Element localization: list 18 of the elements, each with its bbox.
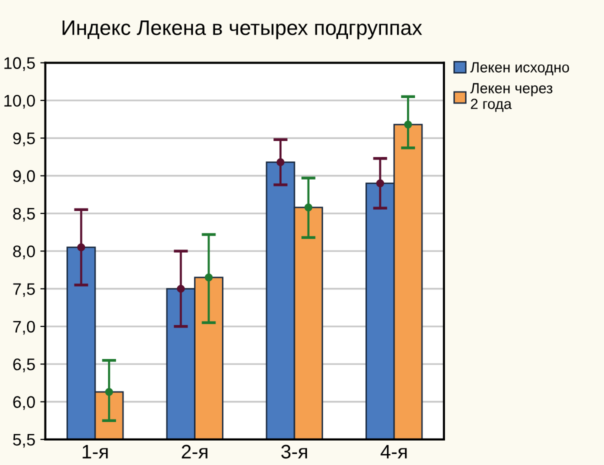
- y-tick-label: 7,5: [13, 283, 35, 297]
- x-tick-label: 2-я: [182, 444, 208, 458]
- y-tick-label: 8,0: [13, 246, 35, 260]
- y-tick-label: 9,0: [13, 170, 35, 184]
- y-tick-label: 10,5: [4, 57, 35, 71]
- legend-label: Лекен через 2 года: [470, 83, 552, 112]
- y-tick-label: 9,5: [13, 132, 35, 146]
- legend-label: Лекен исходно: [470, 62, 570, 76]
- x-tick-label: 1-я: [82, 445, 108, 458]
- x-tick-label: 4-я: [380, 445, 407, 458]
- y-tick-label: 6,0: [13, 396, 35, 410]
- x-tick-label: 3-я: [281, 444, 308, 459]
- y-tick-label: 8,5: [13, 208, 35, 222]
- y-tick-label: 6,5: [13, 358, 35, 372]
- chart-title: Индекс Лекена в четырех подгруппах: [62, 20, 422, 40]
- y-tick-label: 7,0: [13, 320, 35, 335]
- y-tick-label: 10,0: [4, 94, 35, 109]
- y-tick-label: 5,5: [13, 434, 35, 448]
